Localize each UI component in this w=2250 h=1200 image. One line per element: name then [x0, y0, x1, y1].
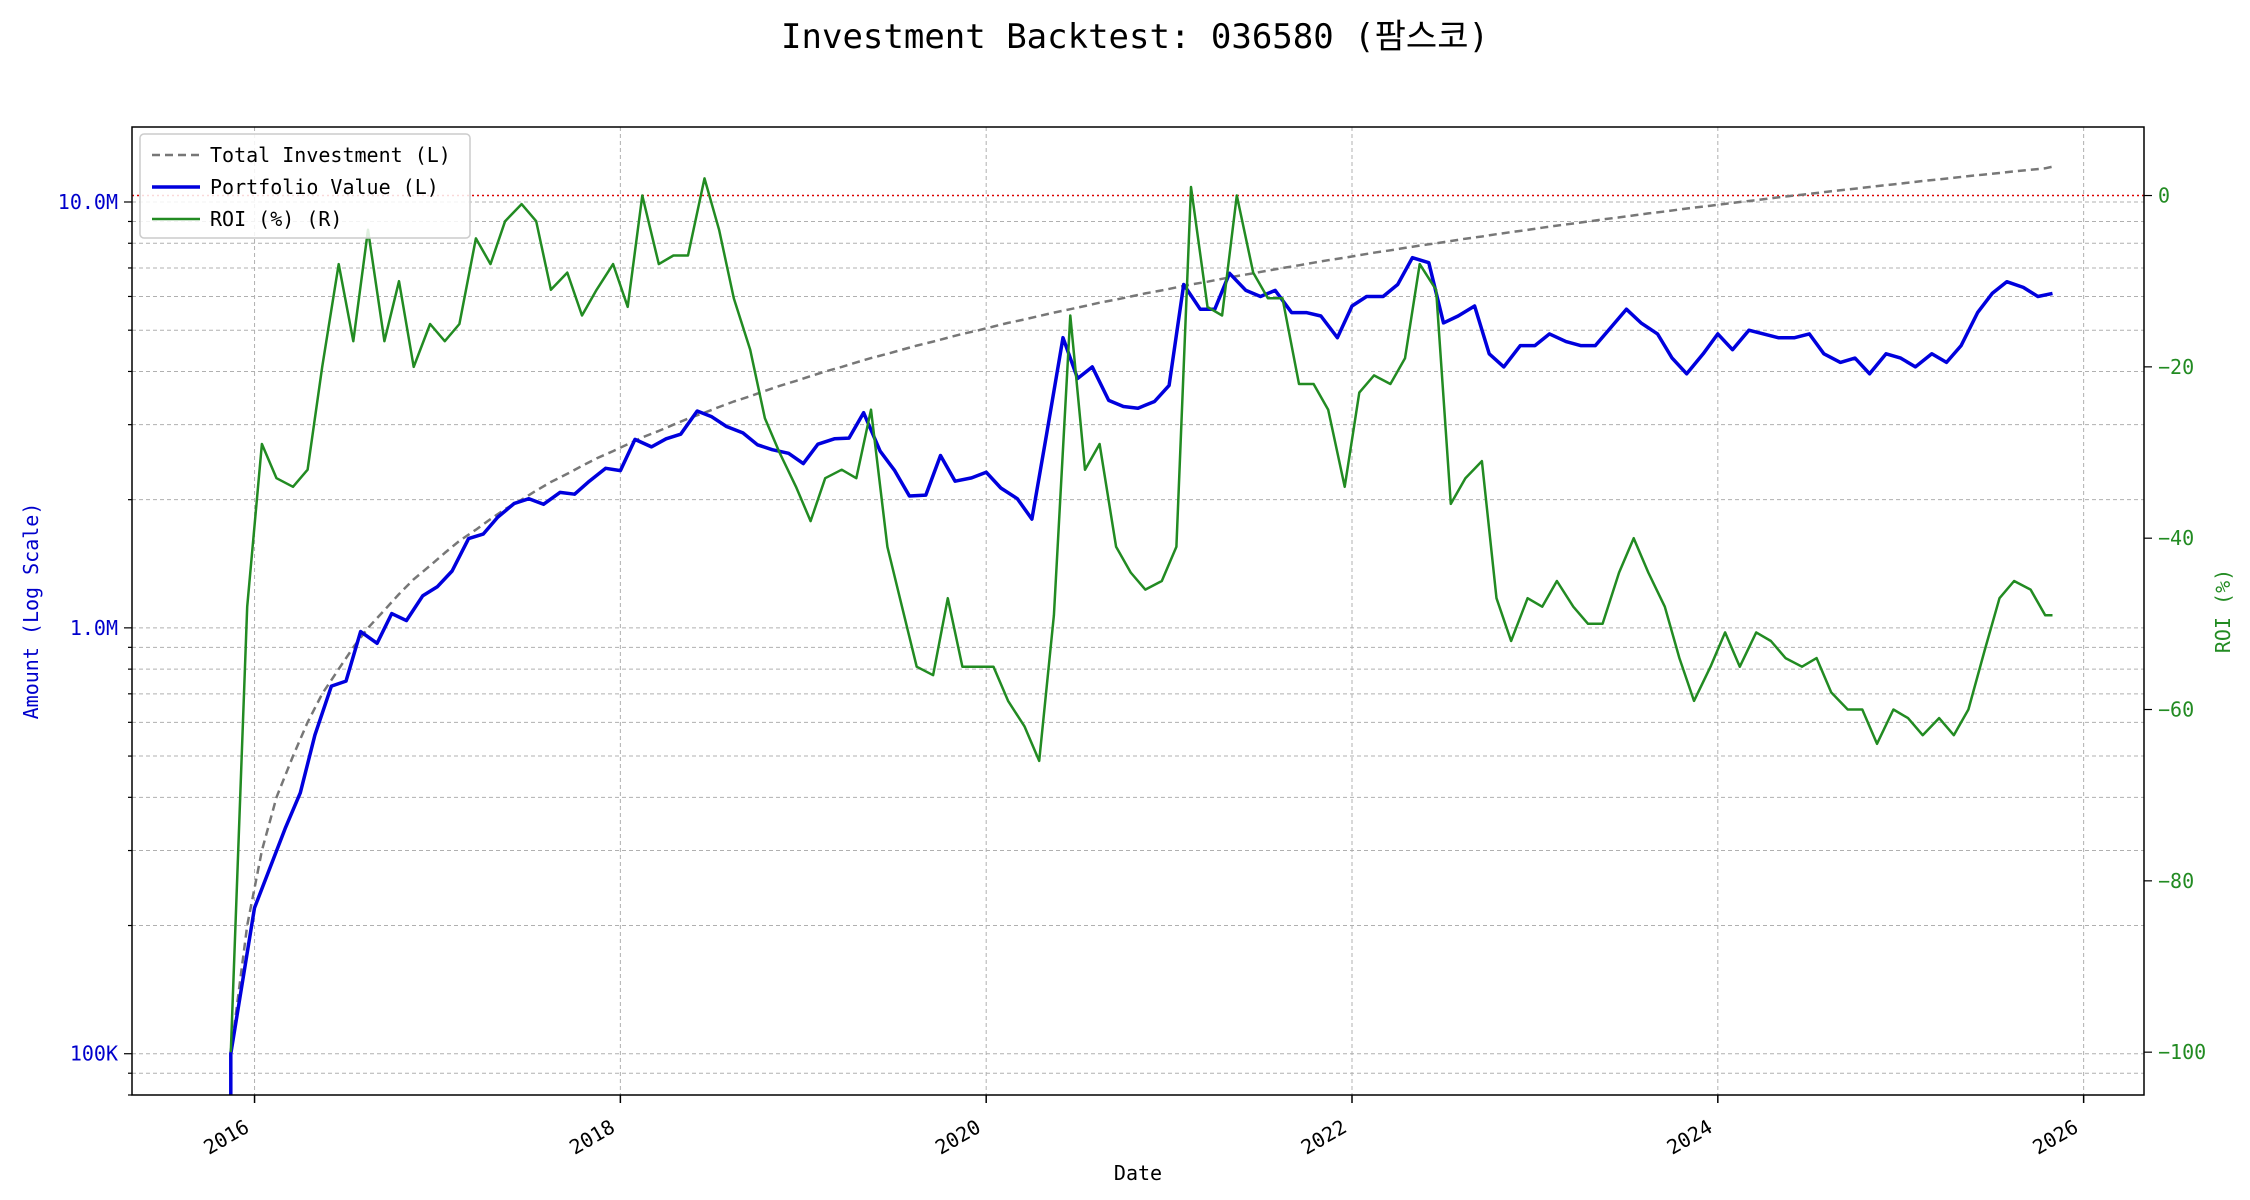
y-right-ticks: 0 −20 −40 −60 −80 −100	[2144, 184, 2206, 1064]
legend: Total Investment (L) Portfolio Value (L)…	[139, 133, 471, 239]
x-axis-ticks: 2016 2018 2020 2022 2024 2026	[199, 1095, 2085, 1160]
y-right-tick-label: −80	[2158, 869, 2194, 893]
plot-frame	[131, 126, 2145, 1096]
y-right-tick-label: −20	[2158, 355, 2194, 379]
legend-label-roi: ROI (%) (R)	[210, 207, 342, 231]
x-tick-label: 2018	[565, 1115, 619, 1160]
legend-label-total-investment: Total Investment (L)	[210, 143, 451, 167]
y-left-tick-label: 100K	[70, 1042, 118, 1066]
y-left-ticks: 100K 1.0M 10.0M	[58, 190, 132, 1096]
roi-line	[229, 177, 2053, 1053]
x-tick-label: 2016	[199, 1115, 253, 1160]
y-right-tick-label: −60	[2158, 698, 2194, 722]
chart-title: Investment Backtest: 036580 (팜스코)	[781, 17, 1489, 57]
x-tick-label: 2022	[1297, 1115, 1351, 1160]
legend-label-portfolio-value: Portfolio Value (L)	[210, 175, 439, 199]
y-left-tick-label: 10.0M	[58, 190, 118, 214]
x-tick-label: 2026	[2028, 1115, 2082, 1160]
y-right-tick-label: −40	[2158, 526, 2194, 550]
y-right-tick-label: −100	[2158, 1040, 2206, 1064]
y-left-axis-label: Amount (Log Scale)	[19, 503, 43, 720]
x-tick-label: 2024	[1663, 1115, 1717, 1160]
x-tick-label: 2020	[931, 1115, 985, 1160]
portfolio-value-line	[229, 255, 2053, 1095]
y-left-tick-label: 1.0M	[70, 616, 118, 640]
y-right-axis-label: ROI (%)	[2211, 569, 2235, 653]
grid-layer	[132, 127, 2144, 1096]
x-axis-label: Date	[1114, 1161, 1162, 1185]
total-investment-line	[229, 165, 2053, 1054]
series-layer	[229, 165, 2053, 1095]
legend-box	[139, 133, 471, 239]
y-right-tick-label: 0	[2158, 184, 2170, 208]
